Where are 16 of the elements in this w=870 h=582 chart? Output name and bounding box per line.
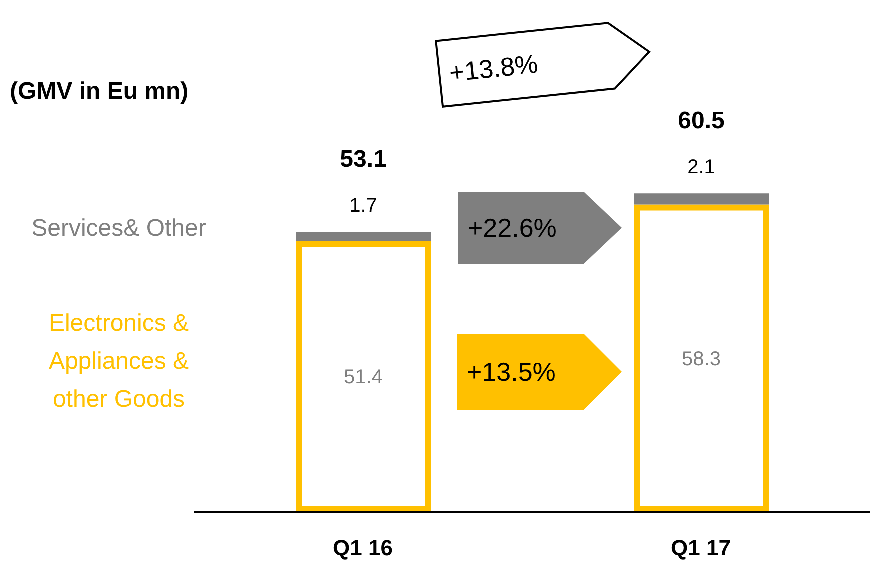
x-tick-label: Q1 16 xyxy=(333,536,393,561)
data-label: 58.3 xyxy=(682,348,721,370)
text: +13.8% xyxy=(446,48,540,90)
data-label: 1.7 xyxy=(350,195,378,218)
chart-title: (GMV in Eu mn) xyxy=(10,78,189,106)
bar xyxy=(296,232,431,242)
bar xyxy=(634,194,769,205)
annotation: +22.6% xyxy=(468,212,557,245)
total-label: 53.1 xyxy=(340,146,387,174)
x-tick-label: Q1 17 xyxy=(671,536,731,561)
total-label: 60.5 xyxy=(678,108,725,135)
data-label: 51.4 xyxy=(344,366,383,389)
data-label: 2.1 xyxy=(688,156,716,179)
text: Electronics & Appliances & other Goods xyxy=(48,309,190,415)
text: Services& Other xyxy=(30,214,208,244)
annotation: +13.5% xyxy=(467,356,556,389)
